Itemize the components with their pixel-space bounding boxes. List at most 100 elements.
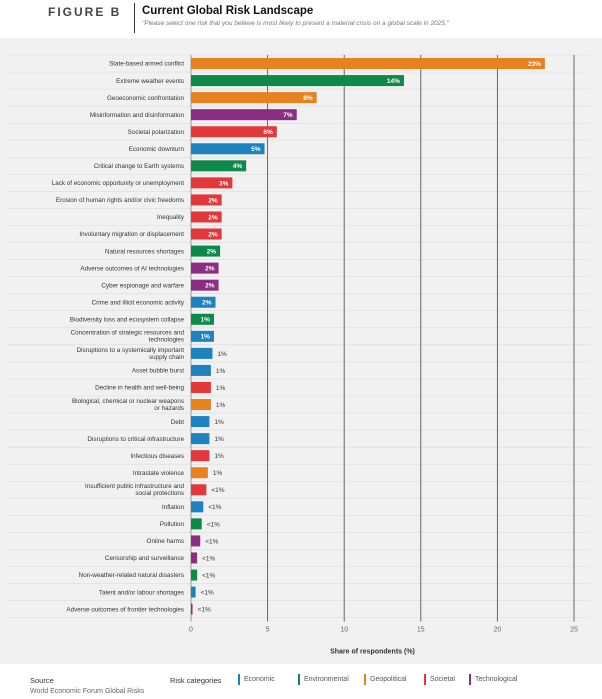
legend-item-economic: Economic <box>238 674 298 685</box>
bar-value-label: 1% <box>213 470 223 477</box>
bar <box>191 177 233 189</box>
bar-value-label: 2% <box>207 248 217 255</box>
category-label: Censorship and surveillance <box>105 555 185 562</box>
category-label: Debt <box>171 419 185 426</box>
category-label: Non-weather-related natural disasters <box>79 572 184 579</box>
category-label: Insufficient public infrastructure and so… <box>85 483 184 497</box>
bar <box>191 450 210 462</box>
legend-label: Economic <box>244 676 275 683</box>
legend-swatch <box>469 674 471 685</box>
category-label: Natural resources shortages <box>105 248 184 255</box>
bar <box>191 245 221 257</box>
category-label: Economic downturn <box>129 146 185 153</box>
bar <box>191 467 208 479</box>
legend-item-environmental: Environmental <box>298 674 364 685</box>
category-label: Concentration of strategic resources and… <box>71 330 185 344</box>
bar <box>191 194 222 206</box>
bar-value-label: 1% <box>214 436 224 443</box>
legend-label: Environmental <box>304 676 349 683</box>
x-tick-label: 0 <box>189 627 193 634</box>
bar-value-label: 2% <box>208 231 218 238</box>
bar-value-label: 1% <box>216 402 226 409</box>
chart-title: Current Global Risk Landscape <box>142 5 314 17</box>
bar <box>191 416 210 428</box>
bar <box>191 279 219 291</box>
category-label: Intrastate violence <box>133 470 185 477</box>
bar <box>191 518 202 530</box>
bar <box>191 501 204 513</box>
legend-label: Geopolitical <box>370 676 407 683</box>
x-tick-label: 10 <box>340 627 348 634</box>
legend-label: Technological <box>475 676 518 683</box>
bar <box>191 92 317 104</box>
bar-value-label: 1% <box>216 368 226 375</box>
x-axis-label: Share of respondents (%) <box>330 649 415 656</box>
figure-header: FIGURE B Current Global Risk Landscape "… <box>0 0 602 38</box>
category-label: Pollution <box>160 521 185 528</box>
bar-value-label: 5% <box>251 146 261 153</box>
category-label: Inflation <box>162 504 185 511</box>
chart-panel <box>0 38 602 664</box>
bar-value-label: 2% <box>205 266 215 273</box>
bar <box>191 586 196 598</box>
chart-subtitle: "Please select one risk that you believe… <box>142 20 450 27</box>
category-label: Adverse outcomes of frontier technologie… <box>66 606 184 613</box>
category-label: Online harms <box>147 538 184 545</box>
legend-swatch <box>424 674 426 685</box>
legend-item-geopolitical: Geopolitical <box>364 674 424 685</box>
source-label: Source <box>30 676 54 685</box>
bar <box>191 347 213 359</box>
bar-value-label: 2% <box>202 300 212 307</box>
bar <box>191 228 222 240</box>
bar <box>191 75 404 87</box>
category-label: Misinformation and disinformation <box>90 112 185 119</box>
x-tick-label: 20 <box>494 627 502 634</box>
x-tick-label: 25 <box>570 627 578 634</box>
bar <box>191 160 247 172</box>
bar-value-label: <1% <box>211 487 224 494</box>
bar <box>191 211 222 223</box>
bar-value-label: 6% <box>263 129 273 136</box>
category-label: Biological, chemical or nuclear weapons o… <box>72 398 184 412</box>
category-label: Involuntary migration or displacement <box>79 231 184 238</box>
category-label: Societal polarization <box>128 129 185 136</box>
bar <box>191 364 211 376</box>
bar <box>191 399 211 411</box>
bar-value-label: 8% <box>303 95 313 102</box>
category-label: Asset bubble burst <box>132 368 184 375</box>
bar <box>191 296 216 308</box>
figure-footer: Source World Economic Forum Global Risks… <box>0 664 602 699</box>
bar <box>191 262 219 274</box>
bar <box>191 313 214 325</box>
legend: Economic Environmental Geopolitical Societa… <box>238 674 529 685</box>
category-label: Adverse outcomes of AI technologies <box>80 265 184 272</box>
bar-value-label: 4% <box>233 163 243 170</box>
bar-chart: 0 5 10 15 20 25 Share of respondents (%) State-… <box>8 54 590 656</box>
bar-value-label: <1% <box>202 555 215 562</box>
category-label: Cyber espionage and warfare <box>101 282 184 289</box>
category-label: Erosion of human rights and/or civic fre… <box>56 197 184 204</box>
source-text: World Economic Forum Global Risks <box>30 688 145 695</box>
bar-value-label: <1% <box>208 504 221 511</box>
category-label: Crime and illicit economic activity <box>92 299 185 306</box>
category-label: Lack of economic opportunity or unemploy… <box>52 180 185 187</box>
bar-value-label: <1% <box>207 521 220 528</box>
category-label: Geoeconomic confrontation <box>107 95 185 102</box>
bar <box>191 552 198 564</box>
bar-value-label: 3% <box>219 180 229 187</box>
bar-value-label: 14% <box>387 78 400 85</box>
bar <box>191 603 193 615</box>
bar-value-label: 7% <box>283 112 293 119</box>
bar <box>191 109 297 121</box>
bar-value-label: 1% <box>214 453 224 460</box>
legend-label: Societal <box>430 676 455 683</box>
category-label: Disruptions to a systemically important s… <box>77 347 185 361</box>
bar-value-label: <1% <box>198 607 211 614</box>
category-label: Infectious diseases <box>130 453 184 460</box>
x-tick-label: 15 <box>417 627 425 634</box>
bar <box>191 58 545 70</box>
bar-value-label: 1% <box>201 334 211 341</box>
bar <box>191 535 201 547</box>
bar-value-label: 1% <box>217 351 227 358</box>
bar <box>191 143 265 155</box>
